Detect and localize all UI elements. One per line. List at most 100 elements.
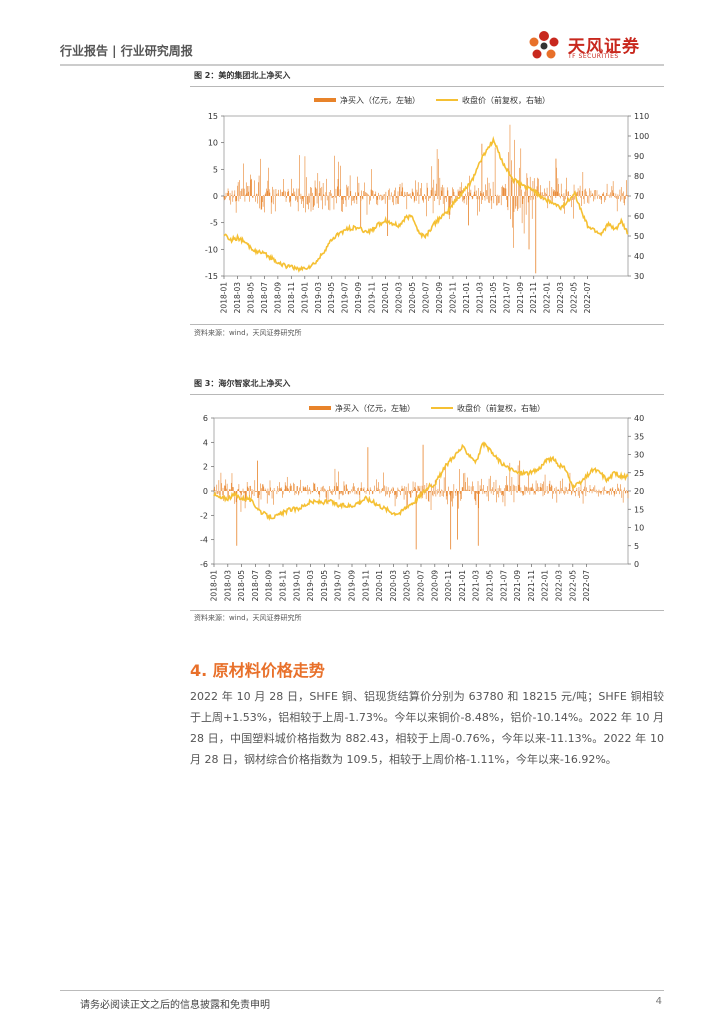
left-axis-tick-label: 10	[208, 139, 218, 148]
right-axis-tick-label: 110	[634, 112, 649, 121]
report-category: 行业报告 | 行业研究周报	[60, 44, 193, 58]
right-axis-tick-label: 30	[634, 272, 644, 281]
x-axis-tick-label: 2022-03	[556, 282, 565, 314]
legend-label-closing-price: 收盘价（前复权，右轴）	[462, 95, 550, 105]
x-axis-tick-label: 2019-05	[327, 282, 336, 314]
figure-top-rule	[190, 86, 664, 87]
section-heading: 4. 原材料价格走势	[190, 661, 325, 680]
x-axis-tick-label: 2020-07	[417, 570, 426, 602]
x-axis-tick-label: 2021-01	[462, 282, 471, 314]
x-axis-tick-label: 2019-03	[306, 570, 315, 602]
x-axis-tick-label: 2018-09	[273, 282, 282, 314]
right-axis-tick-label: 60	[634, 212, 644, 221]
x-axis-tick-label: 2019-11	[361, 570, 370, 602]
x-axis-tick-label: 2019-07	[341, 282, 350, 314]
left-axis-tick-label: 4	[203, 438, 208, 447]
left-axis-tick-label: -6	[200, 560, 208, 569]
x-axis-tick-label: 2022-05	[570, 282, 579, 314]
legend-label-closing-price: 收盘价（前复权，右轴）	[457, 403, 545, 413]
right-axis-tick-label: 0	[634, 560, 639, 569]
left-axis-tick-label: -2	[200, 511, 208, 520]
x-axis-tick-label: 2018-01	[210, 570, 219, 602]
x-axis-tick-label: 2020-01	[381, 282, 390, 314]
right-axis-tick-label: 100	[634, 132, 649, 141]
x-axis-tick-label: 2022-07	[583, 282, 592, 314]
x-axis-tick-label: 2021-01	[458, 570, 467, 602]
x-axis-tick-label: 2021-05	[486, 570, 495, 602]
x-axis-tick-label: 2018-09	[265, 570, 274, 602]
figure-source: 资料来源：wind，天风证券研究所	[194, 329, 302, 337]
legend-label-net-buy: 净买入（亿元，左轴）	[340, 95, 420, 105]
haier-northbound-chart: -6 -4 -2 0 2 4 6 0 5 10 15 20 25 30 35 40 2018-01 2018-03…	[200, 403, 644, 602]
left-axis-tick-label: 5	[213, 165, 218, 174]
left-axis-tick-label: 6	[203, 414, 208, 423]
x-axis-tick-label: 2020-11	[444, 570, 453, 602]
figure-title: 图 3：海尔智家北上净买入	[194, 379, 291, 388]
x-axis-tick-label: 2019-03	[314, 282, 323, 314]
x-axis-tick-label: 2018-11	[287, 282, 296, 314]
page-number: 4	[655, 996, 662, 1007]
x-axis-tick-label: 2021-09	[516, 282, 525, 314]
x-axis-tick-label: 2020-05	[403, 570, 412, 602]
footer-divider	[60, 990, 664, 991]
x-axis-tick-label: 2022-07	[582, 570, 591, 602]
x-axis-tick-label: 2019-09	[348, 570, 357, 602]
x-axis-tick-label: 2018-05	[246, 282, 255, 314]
closing-price-line	[223, 135, 629, 273]
left-axis-tick-label: 2	[203, 463, 208, 472]
legend-swatch-bar	[314, 98, 336, 102]
right-axis-tick-label: 5	[634, 542, 639, 551]
x-axis-tick-label: 2019-05	[320, 570, 329, 602]
x-axis-tick-label: 2020-05	[408, 282, 417, 314]
x-axis-tick-label: 2021-03	[472, 570, 481, 602]
net-buy-bars	[223, 124, 629, 274]
right-axis-tick-label: 25	[634, 469, 644, 478]
x-axis-tick-label: 2020-11	[448, 282, 457, 314]
x-axis-tick-label: 2021-11	[529, 282, 538, 314]
x-axis-tick-label: 2019-01	[292, 570, 301, 602]
right-axis-tick-label: 40	[634, 252, 644, 261]
left-axis-tick-label: -4	[200, 536, 208, 545]
x-axis-tick-label: 2020-03	[389, 570, 398, 602]
x-axis-tick-label: 2022-05	[568, 570, 577, 602]
company-logo: 天风证券 TF SECURITIES	[524, 28, 664, 64]
left-axis-tick-label: 0	[203, 487, 208, 496]
left-axis-tick-label: -10	[205, 245, 218, 254]
right-axis-tick-label: 40	[634, 414, 644, 423]
midea-northbound-chart: -15 -10 -5 0 5 10 15 30 40 50 60 70 80 90 100 110 2018-0…	[205, 95, 649, 314]
figure-midea: 图 2：美的集团北上净买入 -15 -10 -5 0 5 10 15 30 40 50 60 70 80…	[190, 70, 664, 340]
x-axis-tick-label: 2018-07	[260, 282, 269, 314]
x-axis-tick-label: 2018-11	[279, 570, 288, 602]
closing-price-line	[213, 441, 629, 522]
right-axis-tick-label: 10	[634, 524, 644, 533]
figure-top-rule	[190, 394, 664, 395]
section-paragraph: 2022 年 10 月 28 日，SHFE 铜、铝现货结算价分别为 63780 …	[190, 690, 664, 766]
figure-haier: 图 3：海尔智家北上净买入 -6 -4 -2 0 2 4 6 0 5 10 15 20 25 30 35 40…	[190, 378, 664, 628]
right-axis-tick-label: 20	[634, 487, 644, 496]
left-axis-tick-label: -15	[205, 272, 218, 281]
logo-subtext: TF SECURITIES	[568, 53, 619, 60]
x-axis-tick-label: 2018-03	[223, 570, 232, 602]
x-axis-tick-label: 2018-07	[251, 570, 260, 602]
flower-logo-icon	[529, 31, 559, 59]
x-axis-tick-label: 2018-01	[220, 282, 229, 314]
x-axis-tick-label: 2022-03	[555, 570, 564, 602]
right-axis-tick-label: 30	[634, 451, 644, 460]
x-axis-tick-label: 2020-07	[422, 282, 431, 314]
x-axis-tick-label: 2020-09	[430, 570, 439, 602]
x-axis-tick-label: 2021-07	[499, 570, 508, 602]
right-axis-tick-label: 70	[634, 192, 644, 201]
x-axis-tick-label: 2021-07	[502, 282, 511, 314]
x-axis-tick-label: 2021-09	[513, 570, 522, 602]
x-axis-tick-label: 2018-05	[237, 570, 246, 602]
x-axis-tick-label: 2022-01	[543, 282, 552, 314]
figure-title: 图 2：美的集团北上净买入	[194, 71, 291, 80]
header-divider	[60, 64, 664, 66]
left-axis-tick-label: -5	[210, 219, 218, 228]
x-axis-tick-label: 2019-07	[334, 570, 343, 602]
right-axis-tick-label: 15	[634, 505, 644, 514]
x-axis-tick-label: 2019-11	[368, 282, 377, 314]
legend-label-net-buy: 净买入（亿元，左轴）	[335, 403, 415, 413]
right-axis-tick-label: 35	[634, 432, 644, 441]
right-axis-tick-label: 80	[634, 172, 644, 181]
